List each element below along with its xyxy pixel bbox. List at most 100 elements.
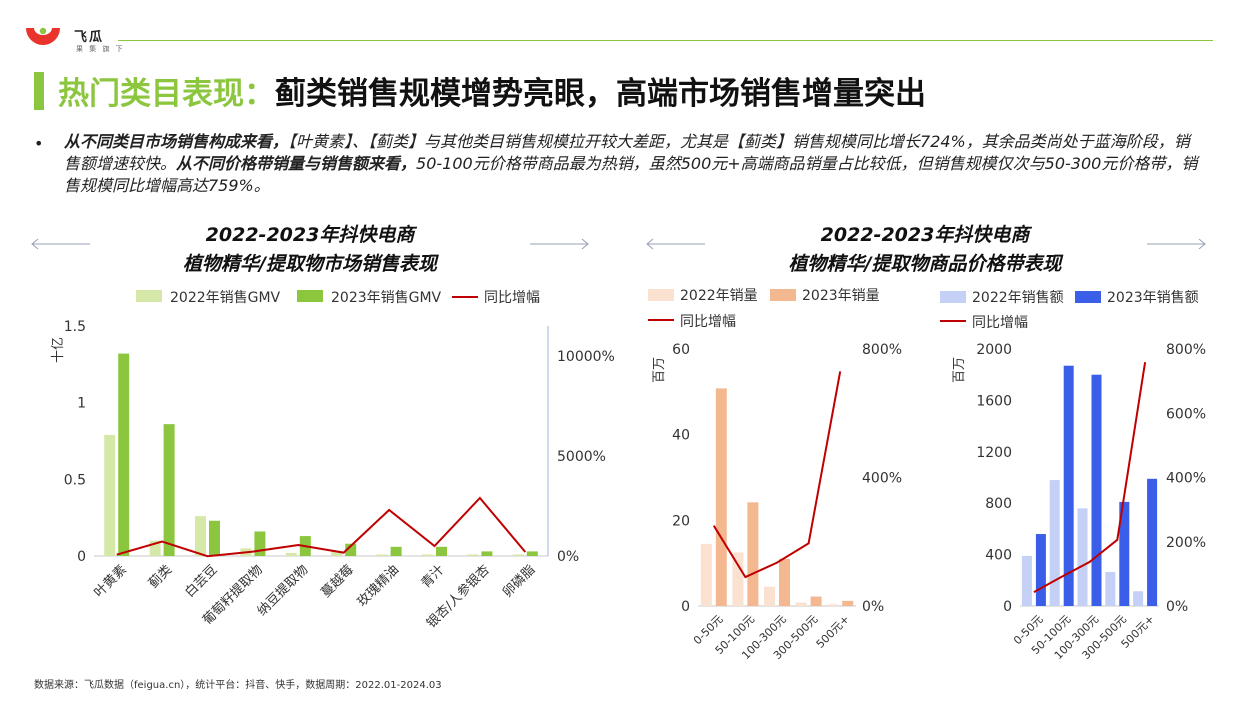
category-label: 青汁 (419, 562, 448, 591)
growth-line (116, 496, 527, 558)
bar (810, 596, 822, 606)
bar (732, 552, 744, 606)
y-tick-label: 40 (672, 428, 690, 444)
y-tick-label: 1600 (976, 393, 1012, 409)
y-tick-label: 1.5 (64, 319, 86, 335)
bar (422, 554, 433, 556)
y2-tick-label: 0% (557, 549, 579, 565)
legend-swatch (940, 291, 966, 303)
legend-label: 2022年销量 (680, 288, 758, 304)
y2-tick-label: 800% (1166, 342, 1206, 358)
summary-text-1: 【叶黄素】、【蓟类】与其他类目销售规模拉开较大差距，尤其是【蓟类】销售规模同比增… (64, 132, 1190, 173)
summary-paragraph: 从不同类目市场销售构成来看，【叶黄素】、【蓟类】与其他类目销售规模拉开较大差距，… (64, 131, 1204, 197)
right-chart-title-line2: 植物精华/提取物商品价格带表现 (788, 253, 1062, 275)
y-tick-label: 0 (77, 549, 86, 565)
bar (700, 543, 712, 606)
bullet-marker: • (34, 134, 44, 153)
category-label: 叶黄素 (92, 562, 130, 600)
y2-tick-label: 400% (862, 471, 902, 487)
right-chart-title-line1: 2022-2023年抖快电商 (820, 224, 1030, 246)
legend-swatch (1075, 291, 1101, 303)
bar (779, 558, 790, 606)
right-arrow-icon (1147, 238, 1206, 250)
left-chart-title-line2: 植物精华/提取物市场销售表现 (183, 253, 437, 275)
bar (331, 551, 343, 556)
bar (254, 531, 266, 556)
bar (163, 424, 175, 556)
bar (209, 520, 220, 556)
data-source-footer: 数据来源：飞瓜数据（feigua.cn），统计平台：抖音、快手，数据周期：202… (34, 680, 442, 691)
y-tick-label: 2000 (976, 342, 1012, 358)
title-accent-bar (34, 72, 44, 110)
y-axis-unit-label: 百万 (952, 357, 967, 383)
category-label: 白芸豆 (182, 562, 221, 601)
header-divider (118, 40, 1213, 41)
right-arrow-icon (530, 238, 589, 250)
bar (1021, 555, 1032, 606)
y2-tick-label: 5000% (557, 449, 606, 465)
y2-tick-label: 600% (1166, 406, 1206, 422)
left-arrow-icon (31, 238, 90, 250)
growth-line (712, 371, 842, 579)
left-chart-title-line1: 2022-2023年抖快电商 (205, 224, 415, 246)
bar (376, 554, 388, 556)
bar (842, 600, 854, 606)
legend-swatch (770, 289, 796, 301)
legend-label: 2023年销售GMV (331, 290, 442, 306)
legend-label: 同比增幅 (484, 290, 540, 306)
y2-tick-label: 400% (1166, 471, 1206, 487)
y-tick-label: 0 (1003, 599, 1012, 615)
bar (285, 552, 297, 556)
legend-swatch (297, 290, 323, 302)
brand-tagline: 果 集 旗 下 (76, 45, 125, 53)
bar (1091, 374, 1102, 606)
legend-swatch (136, 290, 162, 302)
y-axis-unit-label: 十亿 (51, 337, 66, 363)
brand-name: 飞瓜 (74, 30, 105, 45)
y2-tick-label: 800% (862, 342, 902, 358)
bar (390, 546, 402, 556)
page-title-rest: 蓟类销售规模增势亮眼，高端市场销售增量突出 (275, 76, 926, 112)
bar (1049, 480, 1060, 606)
bar (345, 543, 357, 556)
summary-lead-2: 从不同价格带销量与销售额来看， (176, 154, 417, 173)
bar (104, 434, 116, 556)
y2-tick-label: 10000% (557, 349, 615, 365)
bar (1105, 571, 1116, 606)
y2-tick-label: 0% (1166, 599, 1188, 615)
category-label: 500元+ (814, 613, 852, 651)
category-label: 蔓越莓 (319, 562, 357, 600)
summary-text-2: 50-100元价格带商品最为热销，虽然500元+高端商品销量占比较低，但销售规模… (64, 154, 1198, 195)
y-axis-unit-label: 百万 (652, 357, 667, 383)
category-label: 卵磷脂 (500, 562, 538, 600)
bar (1147, 478, 1158, 606)
bar (526, 551, 538, 556)
bar (436, 546, 447, 556)
bar (1063, 365, 1074, 606)
page-title-highlight: 热门类目表现： (58, 76, 275, 112)
bar (1035, 534, 1046, 606)
bar (1133, 591, 1144, 606)
bar (118, 353, 130, 556)
bar (715, 388, 727, 606)
legend-label: 2022年销售GMV (170, 290, 281, 306)
y-tick-label: 0.5 (64, 472, 86, 488)
bar (764, 586, 775, 606)
legend-swatch (648, 289, 674, 301)
bar (795, 602, 807, 606)
category-label: 玫瑰精油 (354, 562, 402, 610)
bar (1077, 508, 1088, 606)
bar (149, 540, 161, 556)
legend-label: 2023年销量 (802, 288, 880, 304)
category-label: 蓟类 (146, 562, 175, 591)
y-tick-label: 400 (985, 548, 1012, 564)
y-tick-label: 20 (672, 513, 690, 529)
y2-tick-label: 200% (1166, 535, 1206, 551)
y-tick-label: 0 (681, 599, 690, 615)
y-tick-label: 60 (672, 342, 690, 358)
bar (512, 554, 524, 556)
growth-line (1033, 362, 1147, 594)
summary-lead-1: 从不同类目市场销售构成来看， (64, 132, 289, 151)
bar (195, 516, 206, 556)
